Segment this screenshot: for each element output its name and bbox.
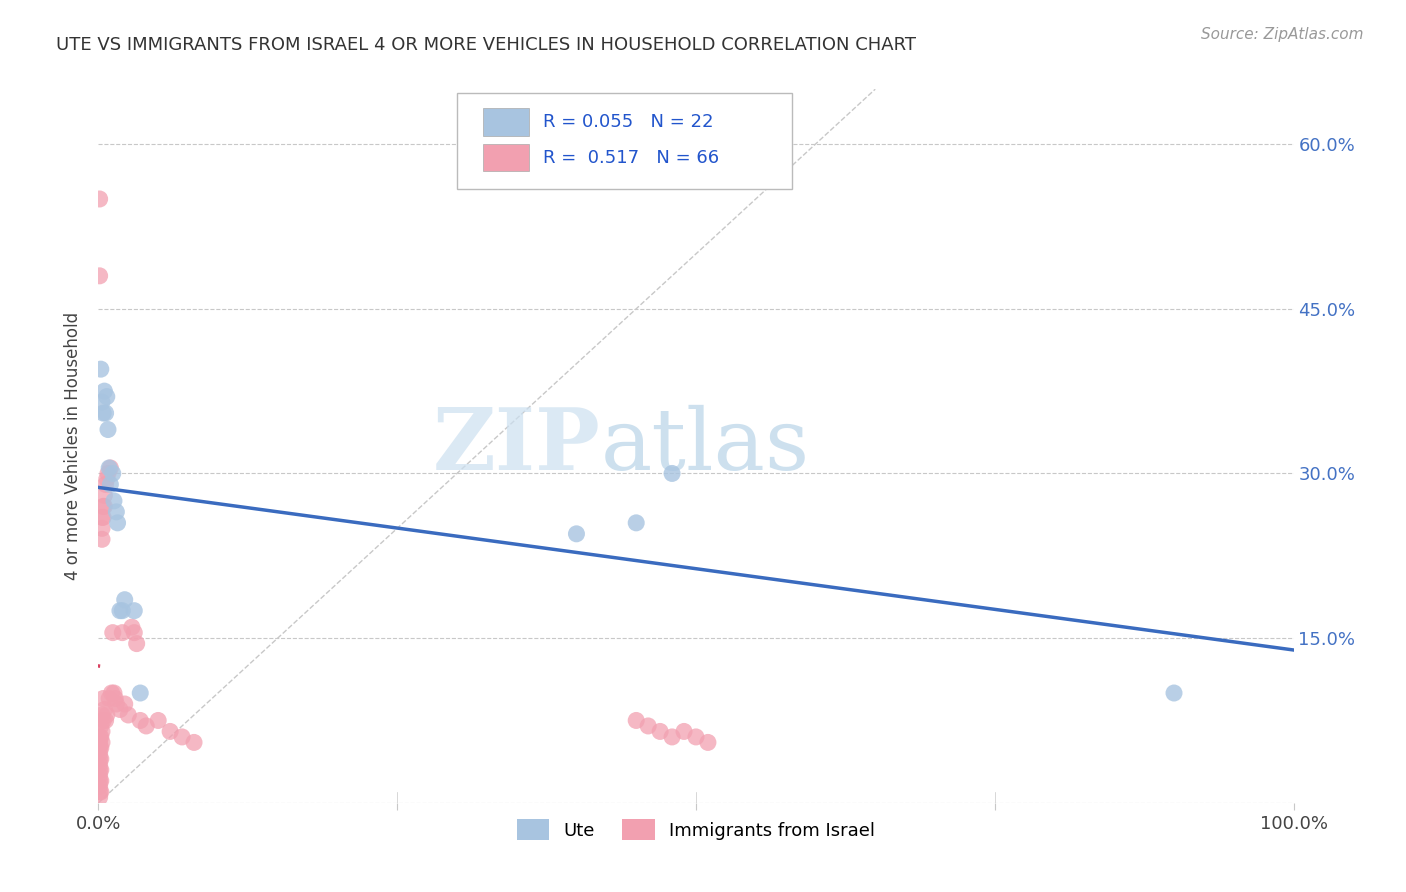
Point bbox=[101, 467, 124, 481]
Point bbox=[91, 500, 114, 514]
Point bbox=[103, 686, 125, 700]
Point bbox=[91, 735, 114, 749]
Point bbox=[105, 697, 128, 711]
Point bbox=[89, 768, 111, 782]
Point bbox=[89, 773, 111, 788]
Y-axis label: 4 or more Vehicles in Household: 4 or more Vehicles in Household bbox=[65, 312, 83, 580]
FancyBboxPatch shape bbox=[484, 145, 529, 171]
Point bbox=[98, 477, 122, 491]
Point bbox=[89, 747, 111, 761]
Point bbox=[111, 625, 134, 640]
Point bbox=[104, 691, 127, 706]
Text: Source: ZipAtlas.com: Source: ZipAtlas.com bbox=[1201, 27, 1364, 42]
Point bbox=[685, 730, 707, 744]
Point bbox=[172, 730, 194, 744]
Point bbox=[91, 691, 114, 706]
Point bbox=[648, 724, 672, 739]
Point bbox=[125, 637, 148, 651]
Point bbox=[91, 406, 114, 420]
Point bbox=[94, 714, 117, 728]
Point bbox=[89, 735, 111, 749]
Point bbox=[89, 790, 111, 805]
Point bbox=[565, 526, 588, 541]
Point bbox=[94, 477, 117, 491]
Legend: Ute, Immigrants from Israel: Ute, Immigrants from Israel bbox=[509, 812, 883, 847]
Point bbox=[90, 362, 112, 376]
Point bbox=[148, 714, 170, 728]
Point bbox=[91, 395, 114, 409]
Point bbox=[135, 719, 157, 733]
Text: atlas: atlas bbox=[600, 404, 810, 488]
Point bbox=[637, 719, 659, 733]
Point bbox=[90, 785, 112, 799]
Point bbox=[90, 740, 112, 755]
Point bbox=[89, 740, 111, 755]
Point bbox=[108, 604, 131, 618]
Point bbox=[183, 735, 205, 749]
Point bbox=[98, 461, 121, 475]
Point bbox=[89, 268, 111, 283]
Text: UTE VS IMMIGRANTS FROM ISRAEL 4 OR MORE VEHICLES IN HOUSEHOLD CORRELATION CHART: UTE VS IMMIGRANTS FROM ISRAEL 4 OR MORE … bbox=[56, 36, 917, 54]
Point bbox=[91, 510, 114, 524]
Point bbox=[90, 752, 112, 766]
Text: R =  0.517   N = 66: R = 0.517 N = 66 bbox=[543, 149, 718, 167]
Point bbox=[93, 500, 115, 514]
Point bbox=[89, 757, 111, 772]
Point bbox=[89, 192, 111, 206]
Point bbox=[107, 516, 129, 530]
FancyBboxPatch shape bbox=[457, 93, 792, 189]
FancyBboxPatch shape bbox=[484, 109, 529, 136]
Point bbox=[98, 461, 122, 475]
Point bbox=[89, 780, 111, 794]
Point bbox=[626, 516, 648, 530]
Point bbox=[91, 708, 114, 723]
Point bbox=[93, 384, 115, 398]
Point bbox=[93, 702, 115, 716]
Point bbox=[105, 505, 128, 519]
Point bbox=[93, 488, 115, 502]
Point bbox=[129, 714, 152, 728]
Point bbox=[91, 533, 114, 547]
Point bbox=[96, 472, 118, 486]
Point bbox=[90, 763, 112, 777]
Point bbox=[114, 592, 136, 607]
Point bbox=[121, 620, 143, 634]
Point bbox=[89, 785, 111, 799]
Point bbox=[96, 708, 118, 723]
Point bbox=[673, 724, 696, 739]
Point bbox=[90, 773, 112, 788]
Point bbox=[103, 494, 125, 508]
Point bbox=[89, 730, 111, 744]
Point bbox=[97, 423, 120, 437]
Point bbox=[661, 730, 683, 744]
Point bbox=[159, 724, 181, 739]
Point bbox=[697, 735, 720, 749]
Point bbox=[89, 752, 111, 766]
Point bbox=[89, 763, 111, 777]
Point bbox=[114, 697, 136, 711]
Point bbox=[111, 604, 134, 618]
Point bbox=[100, 686, 122, 700]
Point bbox=[91, 724, 114, 739]
Point bbox=[1163, 686, 1185, 700]
Point bbox=[94, 406, 117, 420]
Point bbox=[90, 719, 112, 733]
Point bbox=[117, 708, 139, 723]
Text: ZIP: ZIP bbox=[433, 404, 600, 488]
Text: R = 0.055   N = 22: R = 0.055 N = 22 bbox=[543, 113, 713, 131]
Point bbox=[124, 625, 146, 640]
Point bbox=[661, 467, 683, 481]
Point bbox=[97, 467, 120, 481]
Point bbox=[108, 702, 131, 716]
Point bbox=[90, 730, 112, 744]
Point bbox=[91, 714, 114, 728]
Point bbox=[101, 625, 124, 640]
Point bbox=[124, 604, 146, 618]
Point bbox=[91, 521, 114, 535]
Point bbox=[626, 714, 648, 728]
Point bbox=[129, 686, 152, 700]
Point bbox=[98, 691, 121, 706]
Point bbox=[96, 390, 118, 404]
Point bbox=[91, 510, 114, 524]
